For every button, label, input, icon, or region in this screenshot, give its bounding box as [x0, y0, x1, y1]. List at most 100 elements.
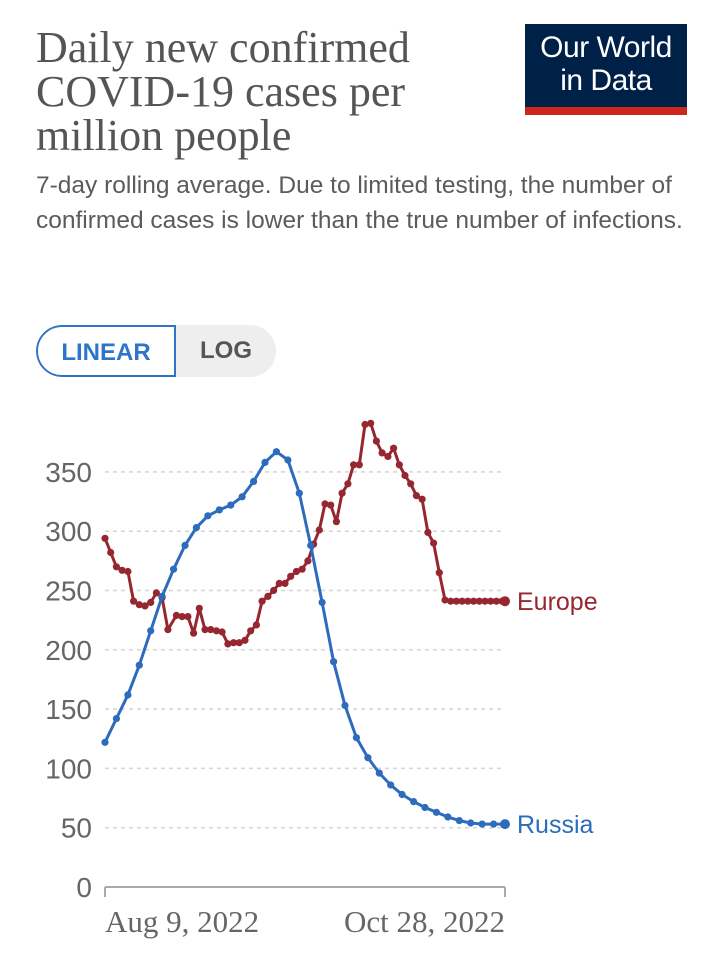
russia-point — [272, 448, 280, 456]
russia-point — [421, 803, 429, 812]
russia-point — [375, 769, 383, 777]
europe-point — [258, 597, 266, 605]
log-scale-button[interactable]: LOG — [200, 337, 252, 364]
owid-logo[interactable]: Our World in Data — [525, 24, 687, 115]
russia-point — [455, 817, 463, 825]
europe-point — [481, 597, 489, 605]
russia-point — [398, 790, 406, 799]
europe-point — [344, 480, 352, 488]
europe-point — [178, 613, 186, 621]
europe-point — [152, 589, 160, 597]
russia-end-point — [500, 819, 510, 830]
russia-point — [478, 820, 486, 828]
europe-point — [235, 639, 243, 647]
y-tick-label: 350 — [45, 457, 92, 488]
gridlines — [105, 471, 505, 829]
europe-point — [298, 565, 306, 573]
europe-point — [430, 539, 438, 547]
europe-point — [384, 452, 392, 461]
europe-point — [190, 629, 198, 637]
y-tick-label: 300 — [45, 516, 92, 547]
europe-point — [332, 518, 340, 526]
europe-point — [361, 420, 369, 429]
europe-point — [441, 596, 449, 604]
europe-point — [101, 534, 109, 542]
europe-point — [264, 592, 272, 600]
logo-accent-bar — [525, 107, 687, 115]
europe-point — [195, 604, 203, 612]
europe-point — [275, 579, 283, 587]
europe-point — [292, 567, 300, 576]
russia-point — [410, 798, 418, 806]
europe-point — [464, 597, 472, 605]
europe-end-point — [500, 596, 510, 607]
europe-point — [230, 639, 238, 647]
europe-point — [315, 526, 323, 534]
russia-point — [330, 658, 338, 666]
europe-point — [492, 597, 500, 605]
europe-point — [452, 597, 460, 605]
x-tick-label: Aug 9, 2022 — [105, 904, 259, 939]
europe-point — [378, 449, 386, 457]
russia-point — [124, 691, 132, 699]
russia-point — [238, 493, 246, 501]
europe-point — [304, 557, 312, 565]
europe-point — [270, 586, 278, 595]
linear-scale-button[interactable]: LINEAR — [36, 325, 176, 377]
chart-title: Daily new confirmed COVID-19 cases per m… — [36, 23, 410, 160]
europe-point — [401, 471, 409, 480]
russia-point — [444, 813, 452, 821]
russia-point — [101, 738, 109, 746]
x-axis: Aug 9, 2022 Oct 28, 2022 — [104, 886, 506, 939]
europe-point — [407, 480, 415, 488]
europe-point — [118, 566, 126, 574]
europe-point — [247, 627, 255, 635]
europe-point — [218, 628, 226, 636]
y-tick-label: 0 — [76, 872, 92, 903]
y-tick-label: 50 — [61, 813, 92, 844]
europe-point — [458, 597, 466, 605]
europe-point — [281, 579, 289, 587]
logo-text: Our World in Data — [525, 31, 687, 97]
europe-point — [287, 572, 295, 580]
europe-point — [327, 501, 335, 509]
russia-point — [387, 781, 395, 789]
russia-point — [112, 715, 120, 723]
europe-point — [130, 597, 138, 605]
russia-point — [170, 565, 178, 573]
europe-point — [321, 500, 329, 508]
y-tick-label: 250 — [45, 576, 92, 607]
russia-point — [215, 506, 223, 514]
europe-point — [141, 602, 149, 610]
europe-point — [424, 528, 432, 536]
europe-point — [164, 626, 172, 634]
europe-point — [112, 563, 120, 571]
europe-point — [241, 636, 249, 644]
europe-point — [350, 461, 358, 469]
europe-point — [135, 601, 143, 609]
europe-point — [412, 492, 420, 500]
europe-point — [207, 626, 215, 634]
russia-point — [318, 598, 326, 606]
europe-point — [418, 495, 426, 503]
russia-point — [147, 627, 155, 635]
russia-point — [364, 754, 372, 762]
russia-point — [181, 541, 189, 549]
europe-label: Europe — [517, 588, 598, 616]
russia-point — [341, 701, 349, 710]
russia-point — [467, 819, 475, 827]
europe-point — [124, 567, 132, 576]
europe-point — [487, 597, 495, 605]
logo-line-2: in Data — [560, 64, 652, 97]
russia-point — [352, 734, 360, 742]
europe-point — [470, 597, 478, 605]
europe-point — [147, 598, 155, 606]
russia-label: Russia — [517, 811, 594, 839]
europe-point — [201, 626, 209, 634]
russia-point — [295, 489, 303, 497]
europe-point — [372, 437, 380, 445]
series-lines — [101, 419, 510, 830]
scale-toggle: LINEAR LOG — [36, 325, 276, 377]
russia-point — [204, 512, 212, 520]
europe-point — [395, 461, 403, 469]
